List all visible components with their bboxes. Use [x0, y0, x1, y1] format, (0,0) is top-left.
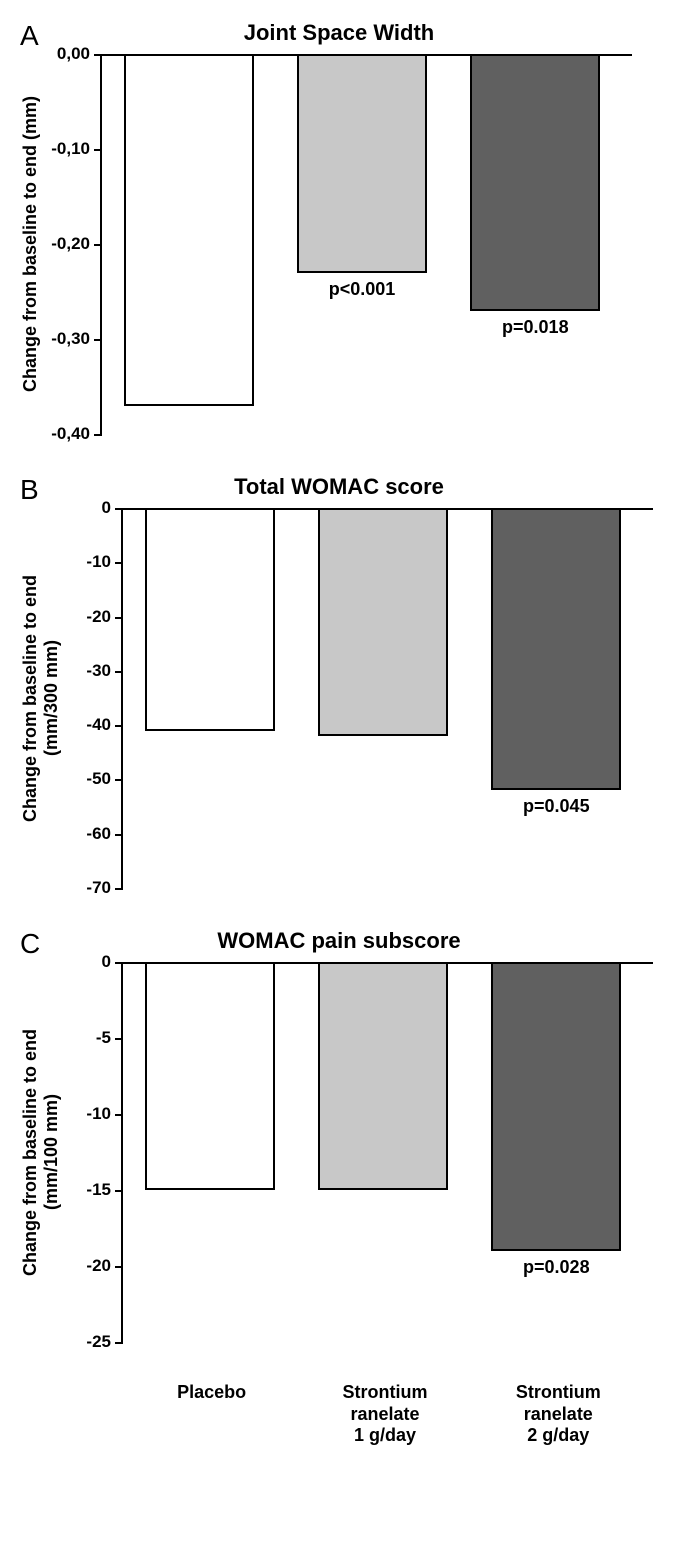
plot-area: 0,00-0,10-0,20-0,30-0,40p<0.001p=0.018	[100, 54, 622, 434]
y-axis-label: Change from baseline to end(mm/300 mm)	[20, 508, 62, 888]
plot-area: 0-5-10-15-20-25p=0.028	[121, 962, 643, 1342]
y-tick-label: -0,20	[51, 234, 102, 254]
chart-title: Joint Space Width	[20, 20, 658, 46]
bars-row: p=0.045	[123, 508, 643, 888]
y-tick-label: 0	[102, 952, 123, 972]
bar-slot	[145, 962, 275, 1342]
bar	[318, 508, 448, 736]
y-tick-label: -50	[86, 769, 123, 789]
y-tick-label: -20	[86, 607, 123, 627]
chart-wrap: Change from baseline to end (mm)0,00-0,1…	[20, 54, 658, 434]
y-tick-label: -70	[86, 878, 123, 898]
y-tick-label: -20	[86, 1256, 123, 1276]
x-axis-label: Strontiumranelate1 g/day	[320, 1382, 450, 1447]
bar-slot: p=0.045	[491, 508, 621, 888]
y-tick-label: -5	[96, 1028, 123, 1048]
y-tick-label: -25	[86, 1332, 123, 1352]
panel-letter: B	[20, 474, 39, 506]
bar-slot	[124, 54, 254, 434]
p-value-label: p=0.045	[523, 796, 590, 817]
x-axis-label: Strontiumranelate2 g/day	[493, 1382, 623, 1447]
x-axis-label: Placebo	[147, 1382, 277, 1447]
y-tick-label: -60	[86, 824, 123, 844]
p-value-label: p=0.018	[502, 317, 569, 338]
bar-slot: p<0.001	[297, 54, 427, 434]
bar-slot: p=0.028	[491, 962, 621, 1342]
y-tick-label: -0,10	[51, 139, 102, 159]
bar-slot	[145, 508, 275, 888]
bars-row: p=0.028	[123, 962, 643, 1342]
bar	[145, 962, 275, 1190]
chart-wrap: Change from baseline to end(mm/100 mm) 0-…	[20, 962, 658, 1342]
bar	[297, 54, 427, 273]
chart-panel: BTotal WOMAC score Change from baseline t…	[20, 474, 658, 888]
bar-slot	[318, 508, 448, 888]
y-axis-label: Change from baseline to end (mm)	[20, 54, 41, 434]
bar	[491, 508, 621, 790]
chart-panel: CWOMAC pain subscore Change from baseline…	[20, 928, 658, 1342]
y-tick-label: 0	[102, 498, 123, 518]
y-tick-label: -15	[86, 1180, 123, 1200]
bars-row: p<0.001 p=0.018	[102, 54, 622, 434]
y-tick-label: -10	[86, 1104, 123, 1124]
chart-title: WOMAC pain subscore	[20, 928, 658, 954]
bar	[491, 962, 621, 1251]
chart-title: Total WOMAC score	[20, 474, 658, 500]
p-value-label: p<0.001	[329, 279, 396, 300]
y-tick-label: -0,40	[51, 424, 102, 444]
y-tick-label: 0,00	[57, 44, 102, 64]
y-tick-label: -10	[86, 552, 123, 572]
y-tick-label: -40	[86, 715, 123, 735]
bar	[318, 962, 448, 1190]
plot-area: 0-10-20-30-40-50-60-70p=0.045	[121, 508, 643, 888]
p-value-label: p=0.028	[523, 1257, 590, 1278]
chart-wrap: Change from baseline to end(mm/300 mm) 0-…	[20, 508, 658, 888]
y-axis-label: Change from baseline to end(mm/100 mm)	[20, 962, 62, 1342]
bar	[124, 54, 254, 406]
x-axis-labels: Placebo Strontiumranelate1 g/day Strontium…	[125, 1382, 645, 1447]
chart-panel: AJoint Space Width Change from baseline t…	[20, 20, 658, 434]
panel-letter: A	[20, 20, 39, 52]
y-tick-label: -30	[86, 661, 123, 681]
panel-letter: C	[20, 928, 40, 960]
y-tick-label: -0,30	[51, 329, 102, 349]
bar	[145, 508, 275, 731]
bar-slot	[318, 962, 448, 1342]
bar	[470, 54, 600, 311]
chart-root: AJoint Space Width Change from baseline t…	[20, 20, 658, 1447]
bar-slot: p=0.018	[470, 54, 600, 434]
